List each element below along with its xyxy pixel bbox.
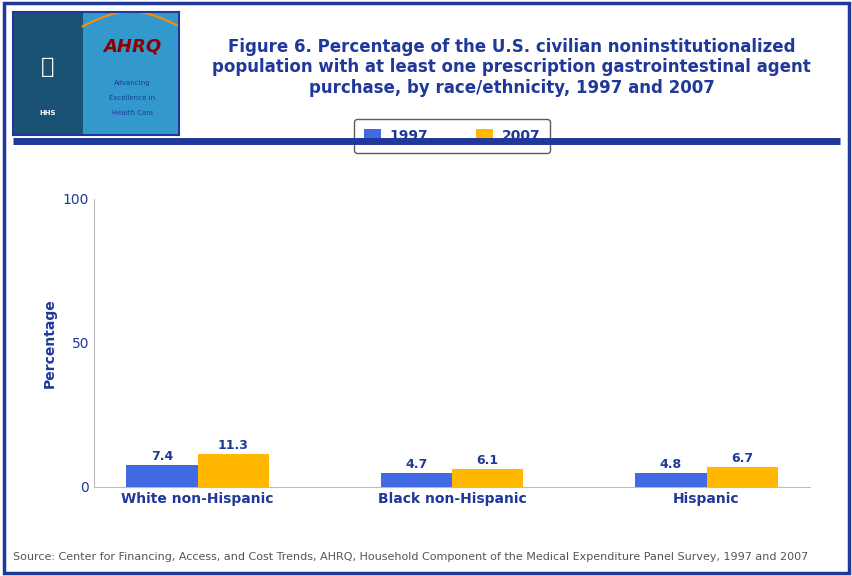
Legend: 1997, 2007: 1997, 2007 [354,119,549,153]
Text: Health Care: Health Care [112,110,153,116]
FancyBboxPatch shape [13,12,83,135]
Text: 🦅: 🦅 [41,57,55,77]
Text: Source: Center for Financing, Access, and Cost Trends, AHRQ, Household Component: Source: Center for Financing, Access, an… [13,552,807,562]
Bar [452,469,523,487]
Text: AHRQ: AHRQ [103,37,161,55]
Text: 4.7: 4.7 [405,458,427,471]
Text: Figure 6. Percentage of the U.S. civilian noninstitutionalized
population with a: Figure 6. Percentage of the U.S. civilia… [212,37,810,97]
Text: Excellence in: Excellence in [109,95,155,101]
Text: 6.1: 6.1 [476,454,498,467]
Text: 6.7: 6.7 [730,452,752,465]
Bar [380,473,452,487]
Text: 7.4: 7.4 [151,450,173,463]
Text: 11.3: 11.3 [217,439,249,452]
Bar [126,465,198,487]
Bar [705,468,777,487]
Bar [635,473,705,487]
Text: 4.8: 4.8 [659,458,682,471]
Bar [198,454,268,487]
Y-axis label: Percentage: Percentage [43,298,57,388]
Text: HHS: HHS [39,110,56,116]
Text: Advancing: Advancing [114,80,151,86]
